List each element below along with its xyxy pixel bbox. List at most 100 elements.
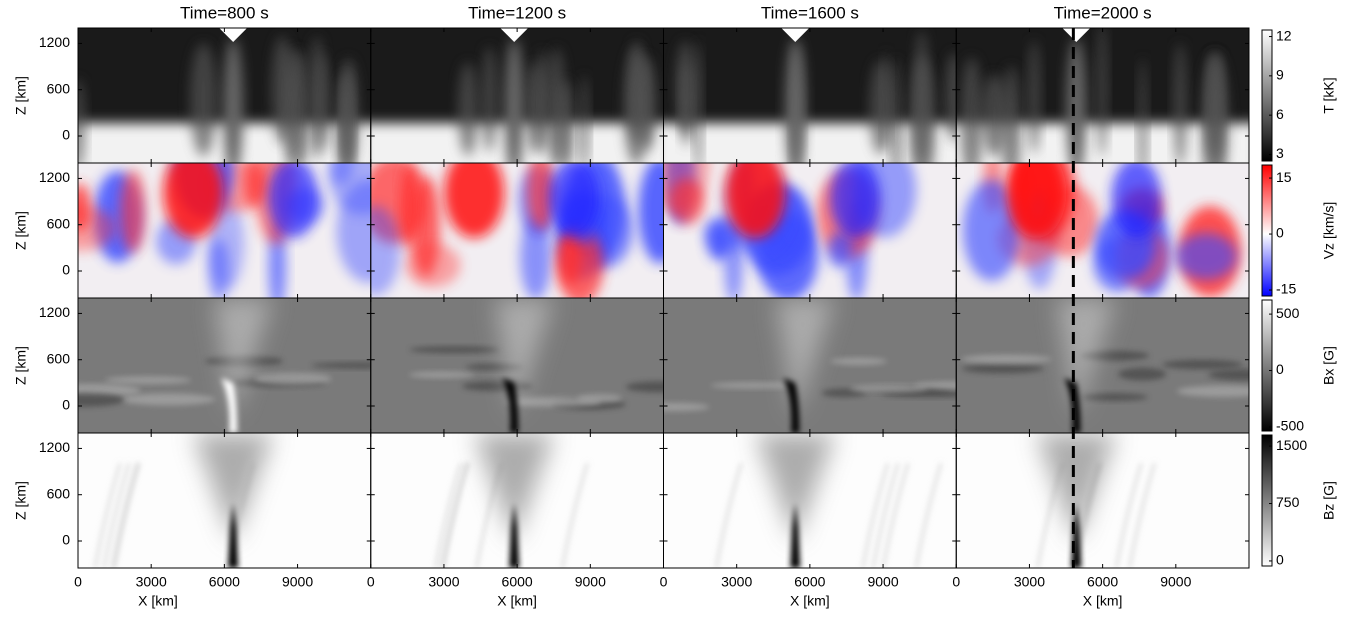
- image-strand: [112, 462, 139, 568]
- colorbar-tick-label: 500: [1276, 305, 1300, 321]
- colorbar-tick-label: 3: [1276, 145, 1284, 161]
- image-cone: [193, 433, 274, 543]
- x-tick-label: 3000: [428, 574, 459, 590]
- image-blob: [444, 163, 505, 238]
- panel-image: [370, 298, 664, 433]
- x-tick-label: 0: [74, 574, 82, 590]
- colorbar-tick-label: 0: [1276, 361, 1284, 377]
- panel-image: [663, 298, 957, 433]
- y-tick-label: 600: [47, 350, 71, 366]
- panel-image: [78, 433, 371, 568]
- image-streak: [504, 397, 602, 407]
- image-tube: [790, 503, 801, 568]
- image-blob: [962, 179, 1021, 282]
- colorbar: [1261, 434, 1273, 567]
- panel-image: [956, 298, 1249, 433]
- x-tick-label: 3000: [721, 574, 752, 590]
- image-plume: [1066, 38, 1087, 163]
- panel-image: [663, 433, 957, 568]
- image-strand: [915, 462, 943, 568]
- image-tube: [1064, 378, 1081, 433]
- image-blob: [725, 163, 786, 238]
- image-blob: [268, 163, 319, 238]
- panel-image: [956, 433, 1249, 568]
- image-cone: [755, 433, 836, 543]
- image-strand: [561, 462, 589, 568]
- image-streak: [914, 381, 957, 389]
- image-streak: [830, 357, 887, 365]
- y-tick-label: 600: [47, 485, 71, 501]
- panel-image: [663, 28, 957, 163]
- y-tick-label: 1200: [39, 34, 70, 50]
- image-blob: [1111, 163, 1162, 238]
- image-plume: [190, 43, 217, 157]
- image-plume: [1138, 57, 1147, 163]
- x-tick-label: 9000: [575, 574, 606, 590]
- image-plume: [960, 57, 983, 163]
- image-streak: [104, 376, 192, 384]
- image-blob: [120, 169, 146, 253]
- colorbar-tick-label: 0: [1276, 552, 1284, 568]
- panel-image: [663, 163, 957, 298]
- image-plume: [1173, 42, 1187, 163]
- panel-title: Time=2000 s: [1054, 3, 1152, 22]
- x-tick-label: 9000: [867, 574, 898, 590]
- x-axis-label: X [km]: [1083, 593, 1123, 609]
- image-strand: [441, 462, 469, 568]
- image-blob: [703, 216, 744, 249]
- colorbar: [1261, 299, 1273, 432]
- image-plume: [579, 74, 589, 163]
- x-tick-label: 6000: [502, 574, 533, 590]
- x-tick-label: 3000: [1014, 574, 1045, 590]
- colorbar-tick-label: 750: [1276, 494, 1300, 510]
- image-plume: [1208, 51, 1224, 163]
- image-streak: [1081, 393, 1148, 401]
- image-plume: [288, 50, 310, 163]
- image-plume: [481, 46, 498, 153]
- y-tick-label: 0: [62, 532, 70, 548]
- image-plume: [981, 74, 1008, 157]
- image-plume: [317, 52, 329, 151]
- image-blob: [208, 238, 229, 298]
- image-blob: [556, 227, 604, 298]
- image-blob: [329, 163, 371, 215]
- image-plume: [1096, 28, 1108, 157]
- y-tick-label: 1200: [39, 439, 70, 455]
- image-blob: [244, 163, 265, 208]
- image-strand: [434, 462, 462, 568]
- x-tick-label: 0: [367, 574, 375, 590]
- image-plume: [913, 30, 930, 163]
- image-tube: [221, 378, 238, 433]
- image-plume: [694, 40, 703, 163]
- image-top: [781, 28, 810, 42]
- image-streak: [409, 346, 500, 354]
- image-plume: [785, 38, 806, 163]
- image-blob: [663, 163, 711, 213]
- image-streak: [710, 382, 797, 389]
- image-streak: [121, 393, 216, 406]
- image-strand: [1115, 462, 1143, 568]
- image-plume: [1028, 39, 1041, 154]
- colorbar-tick-label: 15: [1276, 169, 1292, 185]
- colorbar-label: Bx [G]: [1321, 346, 1337, 385]
- panel-image: [78, 28, 371, 163]
- image-streak: [625, 381, 664, 393]
- image-plume: [675, 41, 696, 136]
- y-axis-label: Z [km]: [13, 481, 29, 520]
- y-axis-label: Z [km]: [13, 346, 29, 385]
- y-tick-label: 0: [62, 397, 70, 413]
- y-tick-label: 0: [62, 127, 70, 143]
- y-tick-label: 600: [47, 215, 71, 231]
- image-plume: [271, 36, 294, 145]
- image-streak: [1208, 369, 1249, 381]
- image-cone: [1036, 433, 1117, 543]
- image-streak: [1162, 359, 1243, 370]
- x-tick-label: 0: [660, 574, 668, 590]
- image-streak: [78, 392, 125, 407]
- panel-image: [370, 163, 664, 298]
- image-streak: [1176, 385, 1249, 397]
- image-plume: [944, 52, 957, 142]
- panel-image: [78, 163, 371, 298]
- colorbar-label: T [kK]: [1321, 77, 1337, 113]
- panel-title: Time=1200 s: [468, 3, 566, 22]
